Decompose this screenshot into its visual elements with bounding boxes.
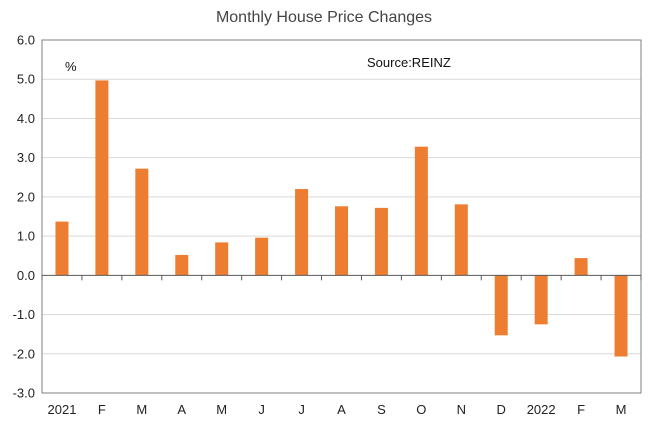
x-tick-label: F <box>98 402 106 417</box>
plot-border <box>41 39 642 394</box>
y-tick-label: 2.0 <box>17 189 35 204</box>
bar <box>414 146 428 276</box>
x-tick-label: M <box>136 402 147 417</box>
bars <box>55 80 628 357</box>
x-tick-label: A <box>337 402 346 417</box>
y-tick-label: -3.0 <box>13 386 35 401</box>
x-tick-label: 2022 <box>527 402 556 417</box>
bar <box>614 275 628 357</box>
bar <box>454 204 468 276</box>
unit-label: % <box>65 59 77 74</box>
y-tick-label: 0.0 <box>17 268 35 283</box>
y-tick-label: 4.0 <box>17 111 35 126</box>
x-tick-label: M <box>216 402 227 417</box>
chart-title: Monthly House Price Changes <box>216 9 432 26</box>
x-tick-label: M <box>616 402 627 417</box>
bar <box>135 168 149 276</box>
x-tick-label: J <box>258 402 265 417</box>
y-tick-label: 3.0 <box>17 150 35 165</box>
x-tick-label: 2021 <box>48 402 77 417</box>
bar <box>574 258 588 276</box>
bar <box>215 242 229 276</box>
y-tick-label: -2.0 <box>13 346 35 361</box>
y-tick-label: 5.0 <box>17 72 35 87</box>
source-label: Source:REINZ <box>367 55 451 70</box>
bar <box>55 221 69 276</box>
bar <box>534 275 548 325</box>
y-tick-label: 1.0 <box>17 229 35 244</box>
bar <box>335 206 348 276</box>
bar <box>95 80 109 276</box>
x-tick-label: F <box>577 402 585 417</box>
x-tick-label: J <box>298 402 305 417</box>
bar <box>374 207 388 276</box>
bar <box>494 275 508 336</box>
bar <box>255 237 269 276</box>
x-tick-labels: 2021 F M A M J J A S O N D 2022 F M <box>48 402 627 417</box>
x-tick-label: S <box>377 402 386 417</box>
bar <box>175 254 189 276</box>
y-tick-label: -1.0 <box>13 307 35 322</box>
x-tick-label: D <box>497 402 506 417</box>
x-tick-label: O <box>416 402 426 417</box>
bar <box>295 189 309 276</box>
axes <box>41 39 642 394</box>
y-tick-labels: -3.0 -2.0 -1.0 0.0 1.0 2.0 3.0 4.0 5.0 6.0 <box>13 33 35 401</box>
y-tick-label: 6.0 <box>17 33 35 48</box>
x-tick-label: N <box>457 402 466 417</box>
x-tick-label: A <box>177 402 186 417</box>
